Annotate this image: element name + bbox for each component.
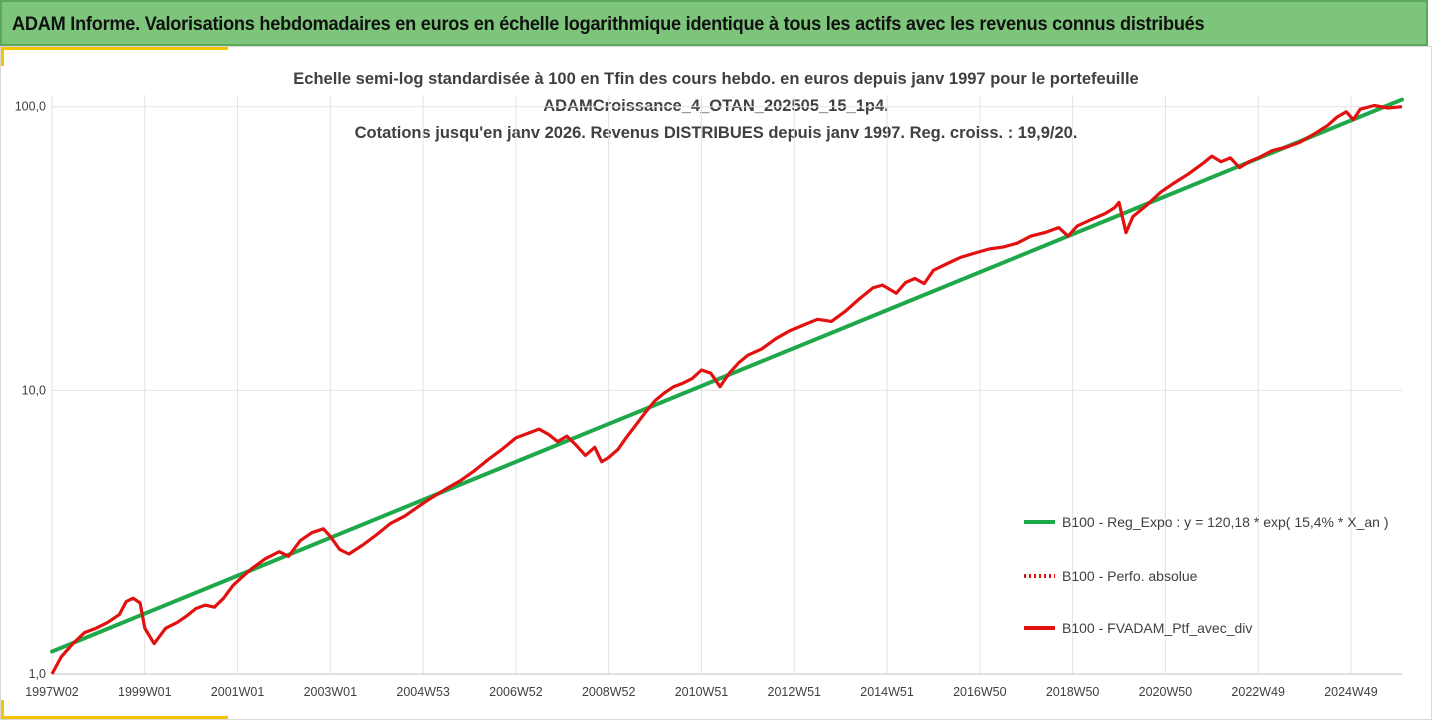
accent-bar-bottom-left: [0, 700, 4, 720]
y-tick-label: 10,0: [22, 383, 46, 397]
x-tick-label: 2020W50: [1139, 685, 1193, 699]
x-tick-label: 2004W53: [396, 685, 450, 699]
chart-title-line-1: Echelle semi-log standardisée à 100 en T…: [293, 70, 1139, 88]
x-tick-label: 2010W51: [675, 685, 729, 699]
x-tick-label: 2014W51: [860, 685, 914, 699]
report-title: ADAM Informe. Valorisations hebdomadaire…: [12, 13, 1205, 35]
chart-title-line-2: ADAMCroissance_4_OTAN_202505_15_1p4.: [543, 97, 889, 115]
legend-label: B100 - FVADAM_Ptf_avec_div: [1062, 620, 1252, 636]
x-tick-label: 2003W01: [304, 685, 358, 699]
x-tick-label: 2006W52: [489, 685, 543, 699]
portfolio-line: [50, 103, 1403, 675]
x-tick-label: 1999W01: [118, 685, 172, 699]
chart-title-line-3: Cotations jusqu'en janv 2026. Revenus DI…: [354, 124, 1078, 142]
accent-bar-bottom: [0, 716, 228, 720]
report-banner: ADAM Informe. Valorisations hebdomadaire…: [0, 0, 1428, 46]
x-tick-label: 2018W50: [1046, 685, 1100, 699]
accent-bar-left: [0, 46, 4, 66]
x-tick-label: 2012W51: [768, 685, 822, 699]
accent-bar-top: [0, 46, 228, 50]
legend-label: B100 - Reg_Expo : y = 120,18 * exp( 15,4…: [1062, 514, 1388, 530]
x-tick-label: 2024W49: [1324, 685, 1378, 699]
x-tick-label: 2016W50: [953, 685, 1007, 699]
legend-label: B100 - Perfo. absolue: [1062, 568, 1198, 584]
x-tick-label: 2008W52: [582, 685, 636, 699]
y-tick-label: 1,0: [29, 667, 46, 681]
y-tick-label: 100,0: [15, 100, 46, 114]
x-tick-label: 2001W01: [211, 685, 265, 699]
x-tick-label: 2022W49: [1231, 685, 1285, 699]
x-tick-label: 1997W02: [25, 685, 79, 699]
